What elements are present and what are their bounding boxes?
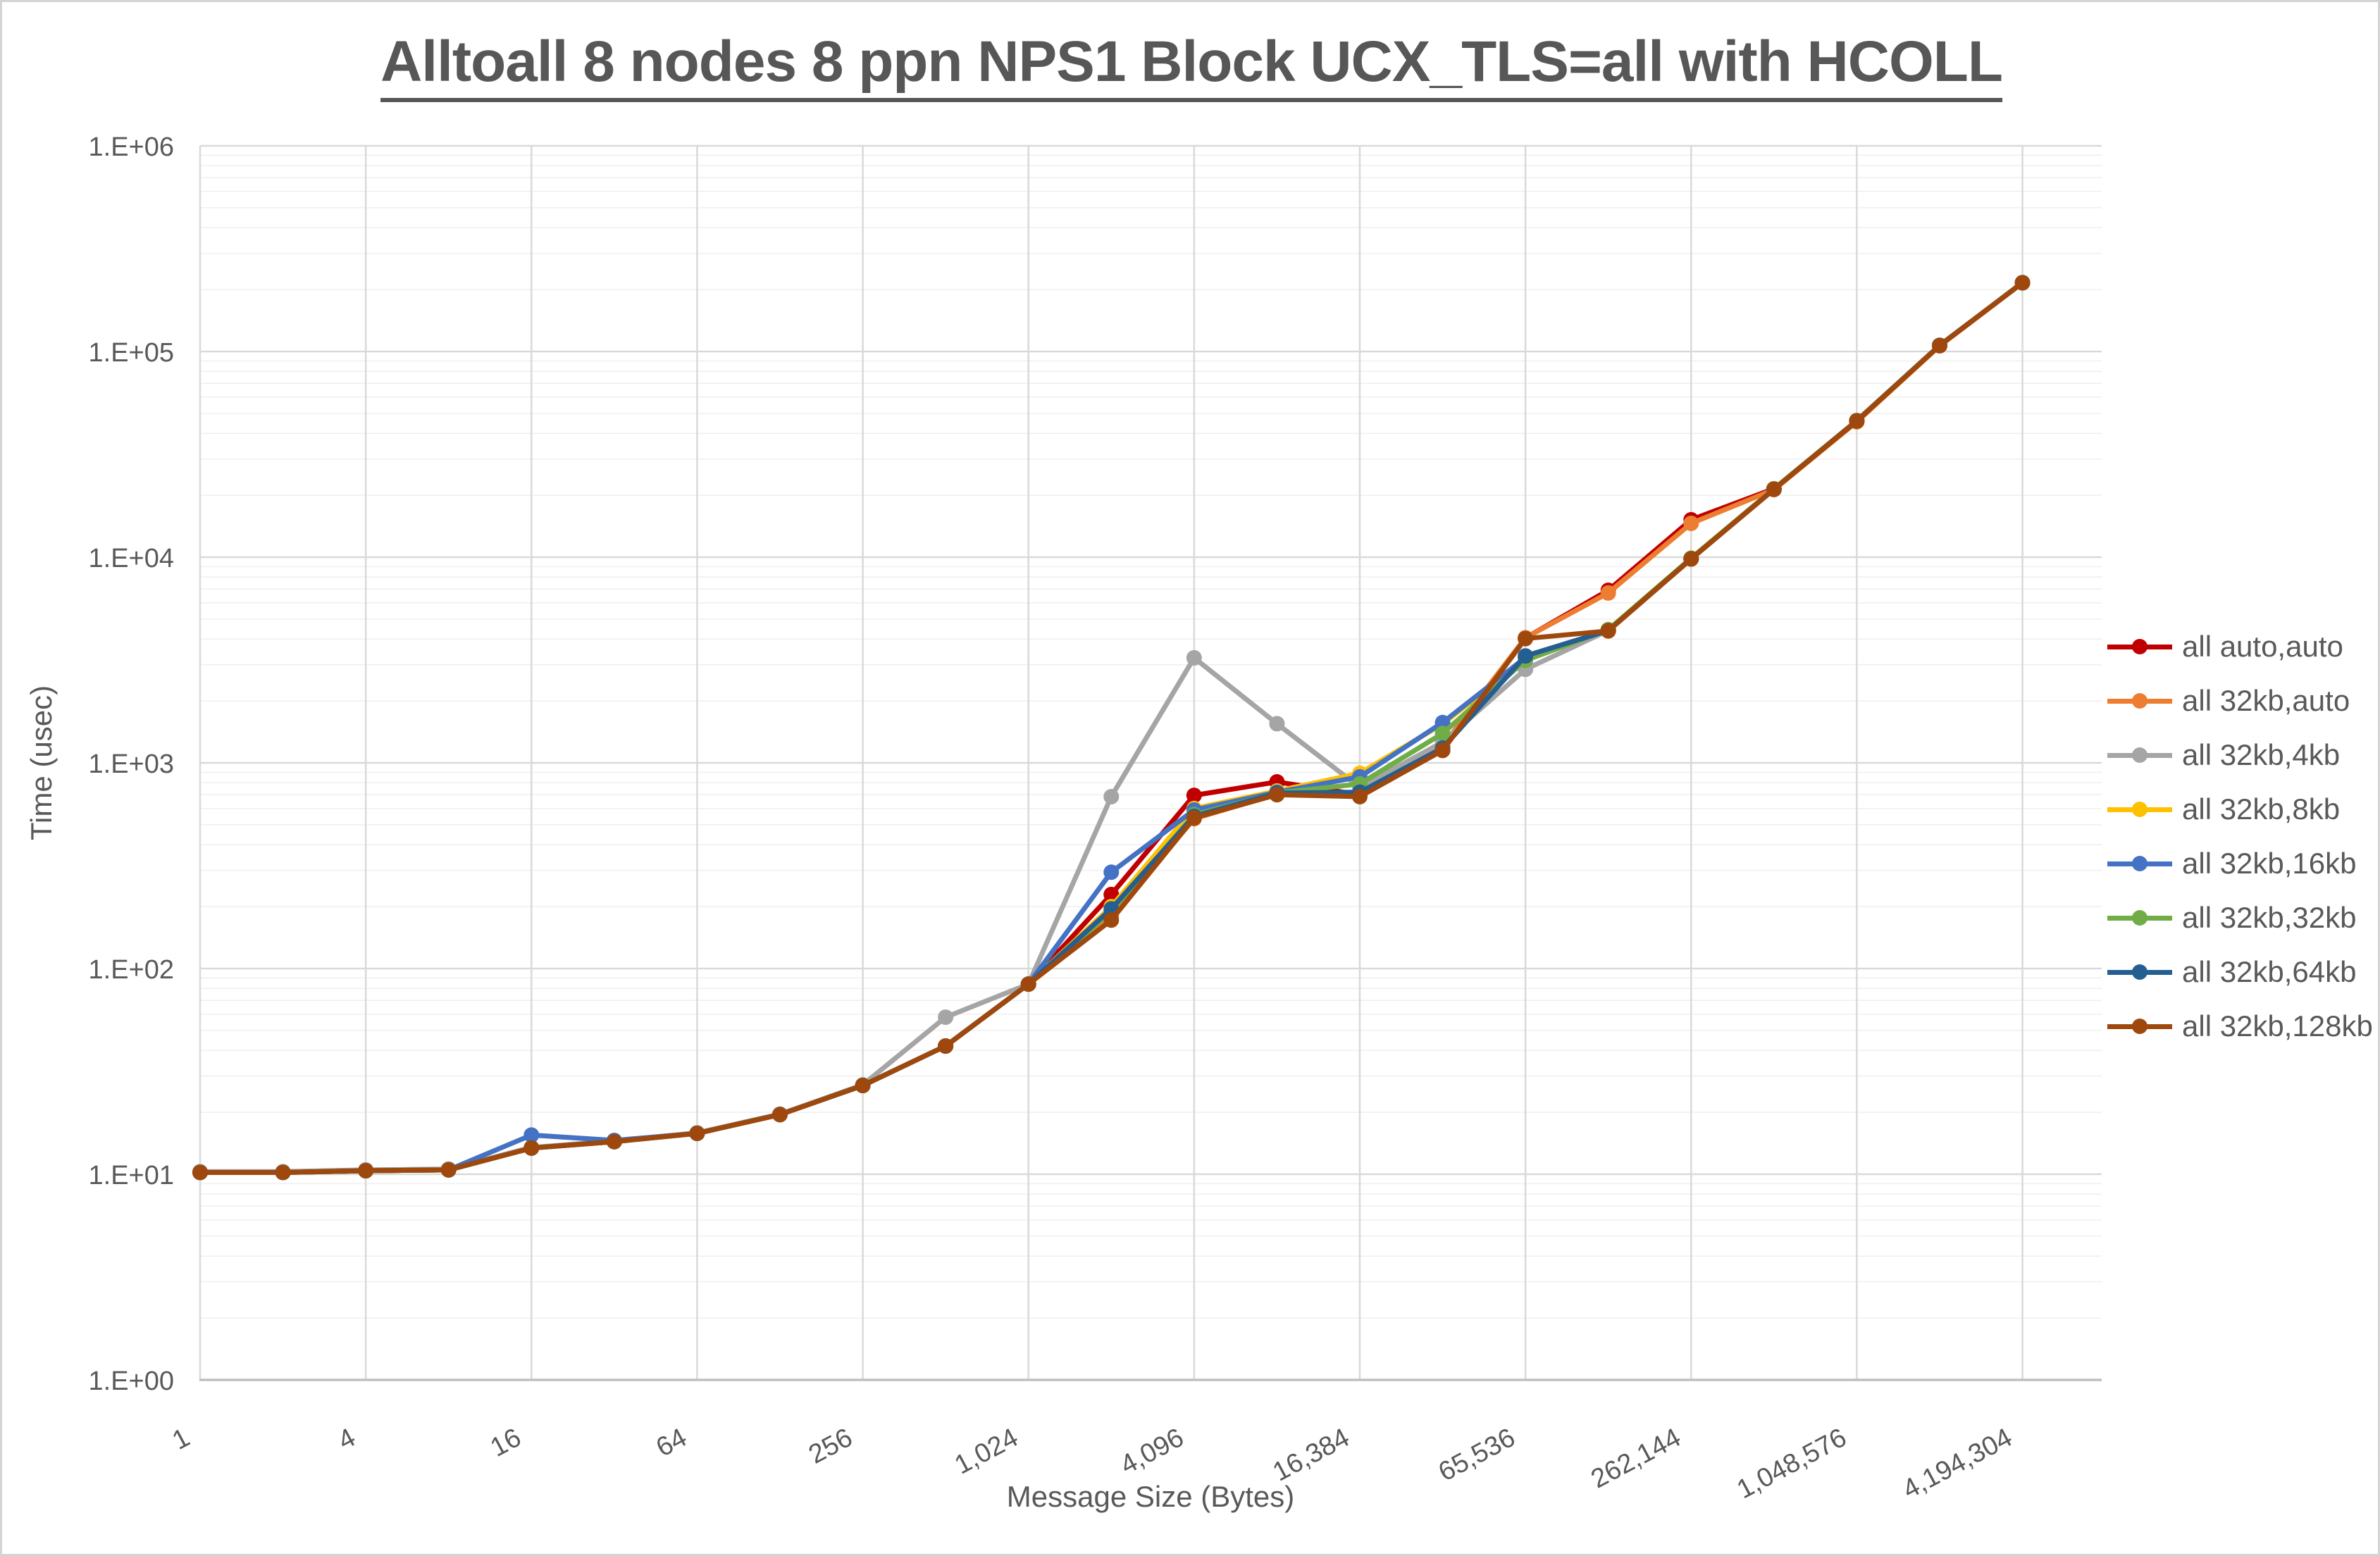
series-line-6: [197, 280, 2026, 1175]
series-marker: [1518, 630, 1534, 647]
y-tick-label: 1.E+01: [89, 1161, 175, 1190]
series-line-1: [197, 280, 2026, 1175]
series-marker: [1600, 585, 1616, 601]
series-marker: [689, 1125, 705, 1141]
series-marker: [275, 1164, 291, 1181]
series-marker: [192, 1164, 208, 1181]
series-marker: [1931, 337, 1947, 354]
series-marker: [938, 1038, 954, 1054]
y-tick-label: 1.E+05: [89, 338, 175, 368]
series-line-2: [197, 280, 2026, 1175]
x-tick-label: 64: [652, 1423, 692, 1463]
x-axis-title: Message Size (Bytes): [1006, 1480, 1295, 1513]
y-tick-label: 1.E+00: [89, 1367, 175, 1396]
series-marker: [523, 1127, 540, 1143]
series-line-8: [197, 280, 2026, 1175]
series-marker: [1683, 551, 1699, 567]
x-tick-label: 16,384: [1268, 1423, 1354, 1488]
series-marker: [1269, 716, 1285, 732]
y-tick-label: 1.E+03: [89, 749, 175, 779]
x-tick-label: 16: [485, 1423, 526, 1463]
series-marker: [855, 1078, 871, 1094]
x-tick-label: 1,024: [950, 1423, 1023, 1481]
series-marker: [771, 1107, 788, 1123]
chart-title-text: Alltoall 8 nodes 8 ppn NPS1 Block UCX_TL…: [380, 30, 2003, 102]
series-marker: [1186, 649, 1202, 666]
series-marker: [1186, 810, 1202, 826]
x-tick-label: 4,194,304: [1898, 1423, 2017, 1505]
series-marker: [1600, 623, 1616, 639]
series-marker: [1020, 976, 1036, 992]
x-tick-label: 256: [804, 1423, 857, 1470]
x-tick-label: 65,536: [1434, 1423, 1520, 1488]
x-tick-label: 4,096: [1115, 1423, 1189, 1481]
series-marker: [1103, 864, 1120, 880]
series-marker: [1351, 788, 1368, 804]
x-tick-label: 262,144: [1586, 1423, 1685, 1495]
y-tick-label: 1.E+02: [89, 955, 175, 985]
series-marker: [1518, 648, 1534, 664]
series-marker: [1269, 787, 1285, 803]
series-marker: [358, 1163, 374, 1179]
series-marker: [1103, 788, 1120, 804]
y-tick-label: 1.E+04: [89, 544, 175, 573]
series-marker: [440, 1162, 457, 1178]
x-tick-label: 4: [333, 1423, 360, 1456]
series-line-4: [197, 280, 2026, 1175]
series-marker: [938, 1009, 954, 1026]
y-tick-label: 1.E+06: [89, 132, 175, 162]
x-tick-label: 1,048,576: [1733, 1423, 1852, 1505]
series-marker: [1434, 742, 1451, 759]
series-marker: [1434, 726, 1451, 742]
series-marker: [1683, 516, 1699, 532]
chart-title: Alltoall 8 nodes 8 ppn NPS1 Block UCX_TL…: [380, 30, 2003, 102]
series-marker: [523, 1140, 540, 1156]
series-marker: [606, 1133, 622, 1150]
series-line-5: [197, 280, 2026, 1175]
series-line-7: [197, 280, 2026, 1175]
series-marker: [1849, 413, 1865, 429]
series-marker: [1434, 714, 1451, 730]
series-marker: [2014, 275, 2031, 291]
series-marker: [1766, 481, 1782, 497]
series-line-3: [197, 280, 2026, 1174]
series-marker: [1103, 912, 1120, 928]
series-marker: [1186, 788, 1202, 804]
x-tick-label: 1: [168, 1423, 194, 1456]
